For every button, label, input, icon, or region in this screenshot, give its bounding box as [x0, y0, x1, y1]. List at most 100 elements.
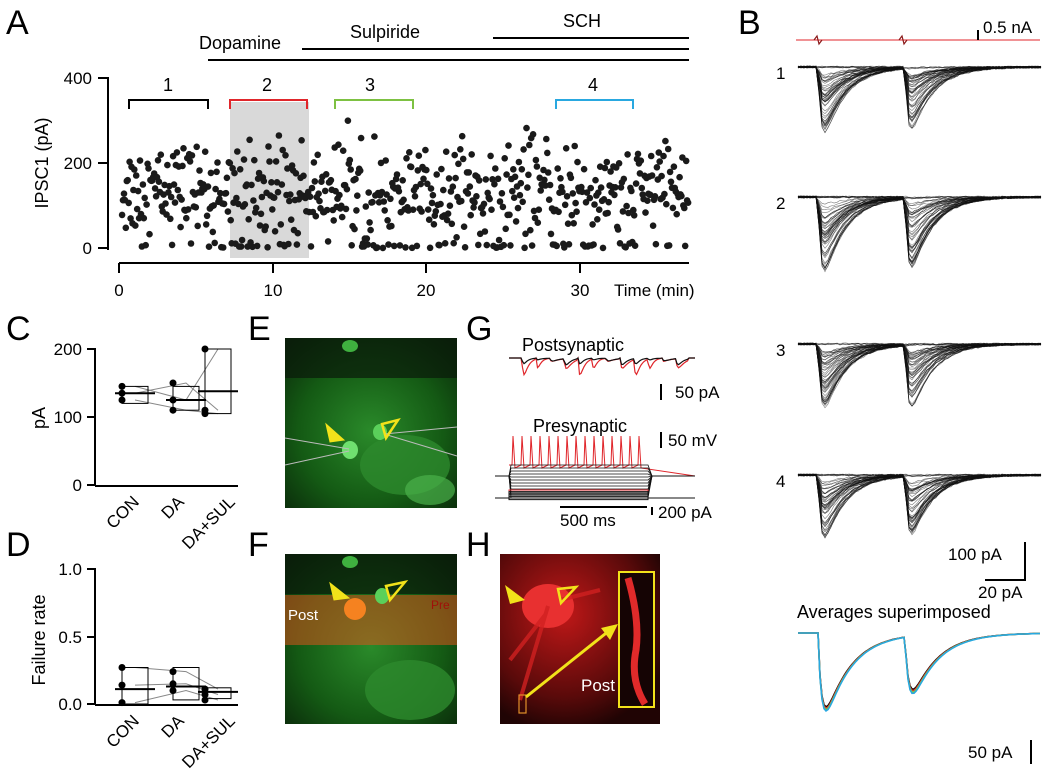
panel-label-c: C	[6, 310, 31, 348]
scatter-point	[403, 155, 410, 162]
scatter-point	[335, 141, 342, 148]
scatter-point	[616, 240, 624, 247]
scatter-point	[498, 190, 506, 197]
scatter-point	[511, 173, 519, 181]
scatter-point	[559, 188, 566, 196]
a-xlabel: Time (min)	[614, 281, 695, 300]
scatter-point	[546, 181, 554, 189]
scatter-point	[417, 180, 425, 188]
data-point	[201, 406, 209, 414]
d-ytick-05: 0.5	[58, 628, 82, 647]
g-pre-step-trace	[495, 475, 695, 490]
scatter-point	[222, 189, 230, 197]
scatter-point	[487, 152, 494, 160]
h-arrowhead-filled-icon	[505, 585, 525, 604]
c-boxes	[115, 345, 238, 418]
scatter-point	[557, 175, 564, 182]
scatter-point	[482, 176, 490, 183]
scatter-point	[624, 151, 631, 158]
scatter-point	[179, 162, 186, 170]
scatter-point	[177, 223, 184, 231]
g-injection-step	[495, 497, 695, 501]
scatter-point	[227, 216, 234, 224]
scatter-point	[564, 220, 572, 227]
data-point	[118, 382, 126, 390]
scatter-point	[424, 180, 431, 188]
scatter-point	[255, 169, 263, 177]
scatter-point	[682, 157, 690, 165]
scatter-point	[442, 148, 450, 155]
scatter-point	[423, 166, 430, 174]
scatter-point	[544, 149, 551, 157]
subject-line	[134, 667, 219, 690]
scatter-point	[661, 190, 668, 198]
scatter-point	[134, 187, 142, 195]
scatter-point	[223, 174, 231, 182]
scatter-point	[678, 192, 685, 200]
scatter-point	[594, 216, 601, 223]
segment-4-label: 4	[588, 75, 598, 95]
scatter-point	[396, 242, 404, 249]
scatter-point	[192, 204, 200, 211]
scatter-point	[582, 199, 590, 206]
scatter-point	[619, 208, 627, 215]
g-scale-inj: 200 pA	[658, 503, 713, 522]
scatter-point	[122, 224, 130, 232]
b-trace	[797, 65, 1042, 102]
scatter-point	[420, 175, 427, 183]
b-trace	[797, 195, 1042, 262]
scatter-point	[193, 143, 200, 151]
scatter-point	[336, 191, 343, 199]
scatter-point	[164, 161, 171, 169]
scatter-point	[480, 200, 488, 208]
scatter-point	[142, 241, 149, 249]
scatter-point	[364, 241, 372, 248]
scatter-point	[446, 202, 454, 209]
scatter-point	[136, 157, 144, 164]
d-ytick-1: 1.0	[58, 560, 82, 579]
g-pre-label: Presynaptic	[533, 416, 627, 436]
scatter-point	[399, 177, 407, 184]
scatter-point	[287, 191, 294, 198]
f-post-label: Post	[288, 607, 319, 624]
scatter-point	[533, 163, 541, 170]
scatter-point	[286, 197, 293, 205]
panel-label-a: A	[6, 4, 29, 42]
scatter-point	[607, 168, 614, 175]
scatter-point	[379, 244, 387, 252]
scatter-point	[553, 242, 560, 250]
scatter-point	[371, 133, 378, 140]
data-point	[169, 687, 177, 694]
scatter-point	[448, 220, 456, 228]
scatter-point	[264, 244, 271, 251]
scatter-point	[237, 243, 245, 250]
scatter-point	[547, 230, 555, 238]
scatter-point	[597, 184, 605, 191]
b-trace-group-3	[797, 342, 1042, 409]
scatter-point	[569, 190, 577, 197]
scatter-point	[571, 142, 578, 150]
b-average-traces	[798, 632, 1041, 712]
scatter-point	[632, 180, 640, 187]
scatter-point	[666, 168, 674, 176]
scatter-point	[642, 209, 649, 216]
scatter-point	[310, 159, 318, 166]
scatter-point	[605, 198, 612, 206]
h-pointer-arrow	[525, 628, 611, 699]
a-ytick-0: 0	[83, 239, 92, 258]
scatter-point	[140, 214, 148, 222]
scatter-point	[433, 171, 441, 178]
scatter-point	[595, 206, 603, 213]
scatter-point	[145, 165, 152, 172]
scatter-point	[210, 202, 217, 209]
scatter-point	[395, 188, 403, 195]
scatter-point	[353, 207, 360, 214]
scatter-point	[157, 151, 165, 158]
scatter-point	[522, 230, 529, 238]
scatter-point	[351, 225, 358, 233]
scatter-point	[545, 196, 553, 203]
scatter-point	[422, 146, 429, 154]
scatter-point	[524, 184, 531, 191]
scatter-point	[170, 181, 178, 188]
scatter-point	[214, 159, 221, 166]
